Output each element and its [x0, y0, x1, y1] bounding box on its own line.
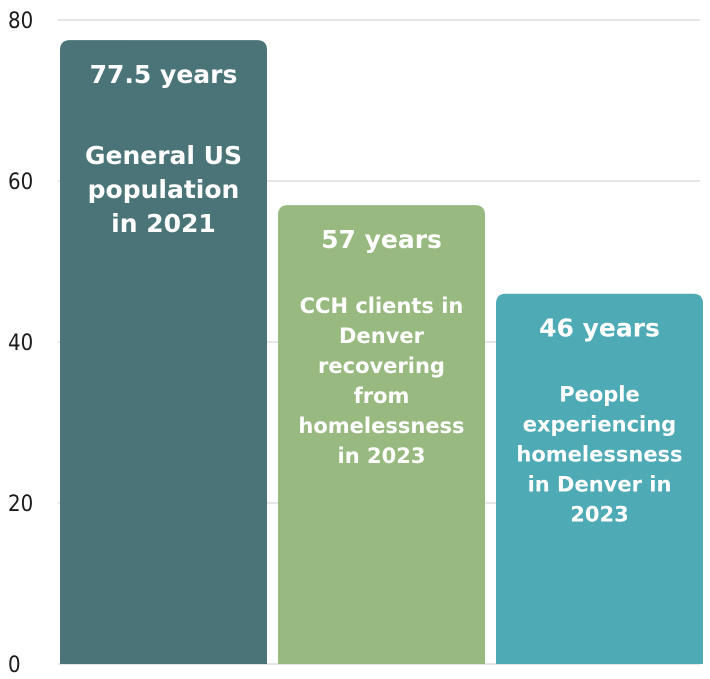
bar-description-line: 2023	[570, 503, 628, 527]
bar-2	[278, 205, 485, 664]
bar-labels: 77.5 years General US population in 2021 57 …	[85, 60, 683, 527]
bar-value-label: 46 years	[539, 314, 660, 343]
bar-description-line: in Denver in	[528, 473, 672, 497]
bars	[60, 40, 703, 664]
bar-description-line: in 2021	[111, 209, 216, 238]
y-tick-label: 0	[8, 653, 21, 678]
bar-description-line: homelessness	[298, 414, 464, 438]
bar-description-line: General US	[85, 141, 242, 170]
bar-description-line: recovering	[318, 354, 445, 378]
bar-value-label: 57 years	[321, 225, 442, 254]
bar-description-line: Denver	[339, 324, 425, 348]
y-tick-label: 20	[8, 492, 33, 517]
bar-1	[60, 40, 267, 664]
bar-description-line: CCH clients in	[300, 294, 464, 318]
y-tick-label: 80	[8, 9, 33, 34]
y-axis-ticks: 0 20 40 60 80	[8, 9, 33, 678]
bar-value-label: 77.5 years	[90, 60, 238, 89]
y-tick-label: 60	[8, 170, 33, 195]
bar-3	[496, 293, 703, 664]
bar-description-line: population	[88, 175, 240, 204]
bar-description-line: homelessness	[516, 443, 682, 467]
bar-description-line: People	[559, 383, 640, 407]
y-tick-label: 40	[8, 331, 33, 356]
bar-description-line: experiencing	[523, 413, 676, 437]
bar-description-line: from	[354, 384, 410, 408]
bar-description-line: in 2023	[338, 444, 426, 468]
